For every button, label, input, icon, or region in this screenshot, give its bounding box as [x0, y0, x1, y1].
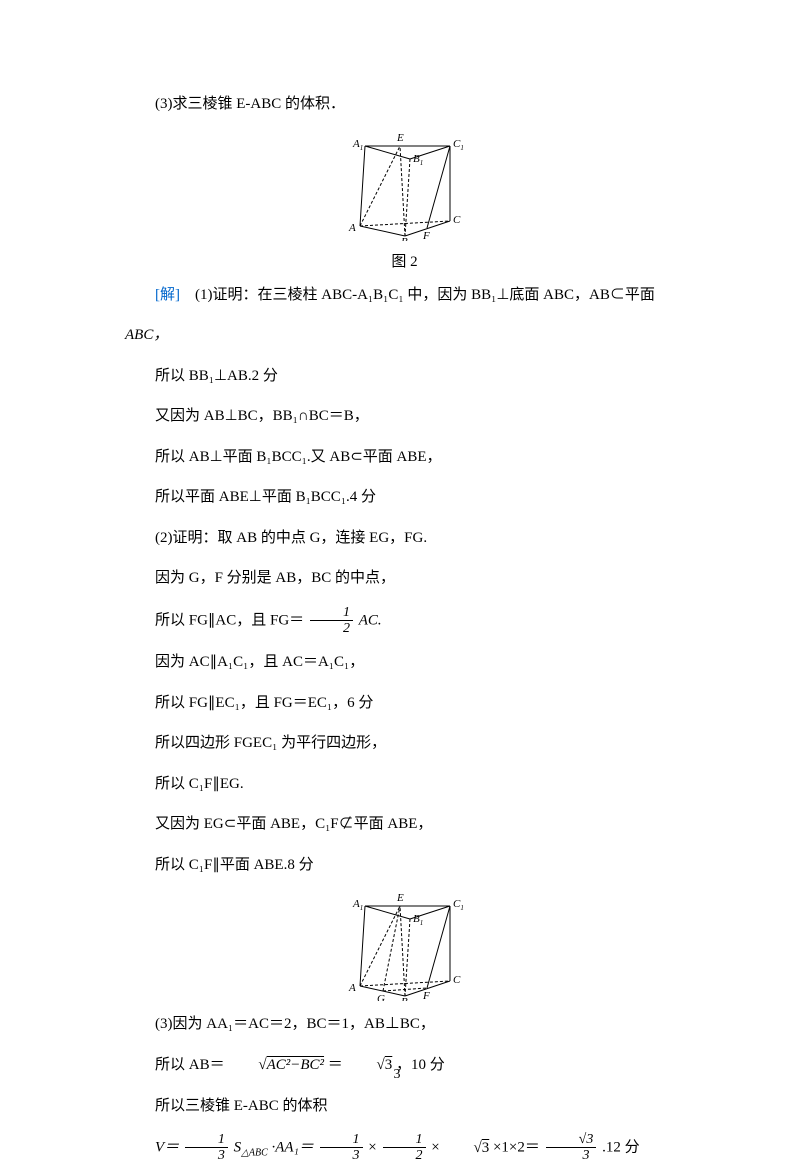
- svg-text:C1: C1: [453, 898, 464, 912]
- problem-part3: (3)求三棱锥 E-ABC 的体积．: [125, 90, 684, 119]
- sqrt-3b: √3: [443, 1134, 489, 1163]
- solution-line-9: 所以 FG∥AC，且 FG＝ 12 AC.: [125, 605, 684, 637]
- solution-line-16: (3)因为 AA₁＝AC＝2，BC＝1，AB⊥BC，: [125, 1010, 684, 1039]
- text: .12 分: [602, 1139, 640, 1155]
- svg-text:A: A: [348, 982, 356, 994]
- figure-1-caption: 图 2: [125, 250, 684, 271]
- solution-line-5: 所以 AB⊥平面 B₁BCC₁.又 AB⊂平面 ABE，: [125, 443, 684, 472]
- text: (2)证明：取 AB 的中点 G，连接 EG，FG.: [155, 530, 427, 546]
- svg-text:A1: A1: [352, 138, 363, 152]
- svg-text:G: G: [377, 993, 385, 1001]
- text: ABC，: [125, 327, 168, 343]
- text: S: [234, 1139, 242, 1155]
- svg-text:C1: C1: [453, 138, 464, 152]
- solution-line-12: 所以四边形 FGEC₁ 为平行四边形，: [125, 729, 684, 758]
- text: 因为 AC∥A₁C₁，且 AC＝A₁C₁，: [155, 654, 364, 670]
- svg-text:A1: A1: [352, 898, 363, 912]
- svg-text:B: B: [401, 236, 408, 241]
- solution-line-11: 所以 FG∥EC₁，且 FG＝EC₁，6 分: [125, 689, 684, 718]
- solution-line-10: 因为 AC∥A₁C₁，且 AC＝A₁C₁，: [125, 648, 684, 677]
- prism-diagram-2: A1 E C1 B1 A G B C F: [335, 891, 475, 1001]
- solution-line-1: [解] (1)证明：在三棱柱 ABC-A₁B₁C₁ 中，因为 BB₁⊥底面 AB…: [125, 281, 684, 310]
- fraction-half-2: 12: [383, 1132, 426, 1164]
- text: 所以 AB⊥平面 B₁BCC₁.又 AB⊂平面 ABE，: [155, 449, 442, 465]
- fraction-sqrt3-3: √33: [546, 1132, 597, 1164]
- text: (3)因为 AA₁＝AC＝2，BC＝1，AB⊥BC，: [155, 1016, 435, 1032]
- text: (1)证明：在三棱柱 ABC-A₁B₁C₁ 中，因为 BB₁⊥底面 ABC，AB…: [180, 287, 655, 303]
- text: 所以 C₁F∥EG.: [155, 776, 244, 792]
- solution-line-15: 所以 C₁F∥平面 ABE.8 分: [125, 851, 684, 880]
- svg-text:C: C: [453, 974, 461, 986]
- svg-text:B: B: [401, 996, 408, 1001]
- svg-text:E: E: [396, 132, 404, 144]
- figure-1: A1 E C1 B1 A B C F: [125, 131, 684, 246]
- fraction-half: 12: [310, 605, 353, 637]
- fraction-third-2: 13: [320, 1132, 363, 1164]
- solution-label: [解]: [155, 287, 180, 303]
- text: 所以平面 ABE⊥平面 B₁BCC₁.4 分: [155, 489, 376, 505]
- solution-line-2: ABC，: [125, 321, 684, 350]
- solution-line-19: V＝ 13 S△ABC ·AA₁＝ 13 × 12 × √3 ×1×2＝ √33…: [125, 1132, 684, 1164]
- page-number-text: 3: [394, 1067, 401, 1082]
- svg-text:E: E: [396, 892, 404, 904]
- svg-text:C: C: [453, 214, 461, 226]
- solution-line-13: 所以 C₁F∥EG.: [125, 770, 684, 799]
- solution-line-6: 所以平面 ABE⊥平面 B₁BCC₁.4 分: [125, 483, 684, 512]
- text: AC.: [359, 612, 382, 628]
- svg-text:A: A: [348, 222, 356, 234]
- text: (3)求三棱锥 E-ABC 的体积．: [155, 96, 345, 112]
- text: 所以 FG∥EC₁，且 FG＝EC₁，6 分: [155, 695, 373, 711]
- figure-2: A1 E C1 B1 A G B C F: [125, 891, 684, 1006]
- text: 又因为 AB⊥BC，BB₁∩BC＝B，: [155, 408, 369, 424]
- text: ·AA₁＝: [272, 1139, 314, 1155]
- text: 所以 FG∥AC，且 FG＝: [155, 612, 304, 628]
- text: 所以三棱锥 E-ABC 的体积: [155, 1098, 328, 1114]
- text: 又因为 EG⊂平面 ABE，C₁F⊄平面 ABE，: [155, 816, 432, 832]
- text: 所以四边形 FGEC₁ 为平行四边形，: [155, 735, 386, 751]
- solution-line-8: 因为 G，F 分别是 AB，BC 的中点，: [125, 564, 684, 593]
- solution-line-7: (2)证明：取 AB 的中点 G，连接 EG，FG.: [125, 524, 684, 553]
- svg-text:F: F: [422, 230, 430, 241]
- text: ×: [368, 1139, 376, 1155]
- prism-diagram-1: A1 E C1 B1 A B C F: [335, 131, 475, 241]
- document-body: (3)求三棱锥 E-ABC 的体积．: [0, 0, 794, 1164]
- solution-line-14: 又因为 EG⊂平面 ABE，C₁F⊄平面 ABE，: [125, 810, 684, 839]
- text: 所以 BB₁⊥AB.2 分: [155, 368, 278, 384]
- text: 因为 G，F 分别是 AB，BC 的中点，: [155, 570, 395, 586]
- fraction-third-1: 13: [185, 1132, 228, 1164]
- text: ×1×2＝: [493, 1139, 540, 1155]
- svg-text:F: F: [422, 990, 430, 1001]
- caption-text: 图 2: [391, 254, 417, 270]
- text: 所以 C₁F∥平面 ABE.8 分: [155, 857, 314, 873]
- text: ×: [431, 1139, 439, 1155]
- solution-line-4: 又因为 AB⊥BC，BB₁∩BC＝B，: [125, 402, 684, 431]
- solution-line-3: 所以 BB₁⊥AB.2 分: [125, 362, 684, 391]
- text: V＝: [155, 1139, 179, 1155]
- page-number: 3: [0, 1067, 794, 1083]
- solution-line-18: 所以三棱锥 E-ABC 的体积: [125, 1092, 684, 1121]
